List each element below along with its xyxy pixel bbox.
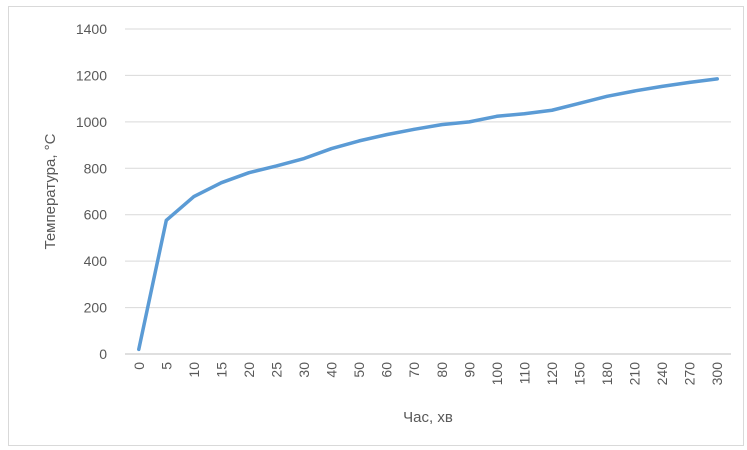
data-point <box>164 218 168 222</box>
x-tick-label: 40 <box>324 362 340 378</box>
data-point <box>385 133 389 137</box>
x-tick-label: 0 <box>131 362 147 370</box>
x-tick-label: 270 <box>682 362 698 386</box>
chart-area <box>8 6 744 446</box>
data-point <box>357 139 361 143</box>
y-tick-label: 400 <box>84 253 108 269</box>
y-tick-label: 0 <box>99 346 107 362</box>
series-layer <box>137 77 719 352</box>
data-point <box>247 171 251 175</box>
x-tick-label: 10 <box>186 362 202 378</box>
x-tick-label: 150 <box>572 362 588 386</box>
y-tick-label: 1400 <box>76 21 107 37</box>
data-point <box>605 94 609 98</box>
y-tick-label: 800 <box>84 160 108 176</box>
x-tick-label: 25 <box>269 362 285 378</box>
data-point <box>660 84 664 88</box>
data-point <box>495 114 499 118</box>
x-tick-label: 5 <box>158 362 174 370</box>
x-tick-label: 30 <box>296 362 312 378</box>
data-point <box>522 112 526 116</box>
x-tick-label: 20 <box>241 362 257 378</box>
x-tick-label: 110 <box>516 362 532 385</box>
y-axis-title: Температура, °С <box>42 133 59 249</box>
x-tick-label: 60 <box>379 362 395 378</box>
y-tick-label: 1200 <box>76 67 107 83</box>
gridlines <box>125 28 731 355</box>
series-line <box>137 77 719 352</box>
data-point <box>302 157 306 161</box>
y-tick-label: 600 <box>84 207 108 223</box>
data-point <box>440 123 444 127</box>
data-point <box>578 101 581 105</box>
y-tick-label: 200 <box>84 300 108 316</box>
y-tick-label: 1000 <box>76 114 107 130</box>
data-point <box>275 164 278 168</box>
data-point <box>550 108 554 112</box>
data-point <box>412 127 416 131</box>
x-tick-label: 100 <box>489 362 505 386</box>
x-tick-label: 120 <box>544 362 560 386</box>
x-tick-label: 210 <box>627 362 643 386</box>
data-point <box>219 181 223 185</box>
x-axis-title: Час, хв <box>403 409 453 426</box>
x-tick-labels: 0 5 10 15 20 25 30 40 50 60 70 80 90 100 110 120 150 180 2… <box>131 362 725 386</box>
x-tick-label: 50 <box>351 362 367 378</box>
y-tick-labels: 0 200 400 600 800 1000 1200 1400 <box>76 21 107 362</box>
x-tick-label: 90 <box>461 362 477 378</box>
data-point <box>137 347 141 351</box>
data-point <box>633 89 637 93</box>
x-tick-label: 15 <box>213 362 229 378</box>
x-tick-label: 300 <box>709 362 725 386</box>
x-tick-label: 240 <box>654 362 670 386</box>
data-point <box>192 195 196 199</box>
data-point <box>330 147 334 151</box>
x-tick-label: 180 <box>599 362 615 386</box>
x-tick-label: 80 <box>434 362 450 378</box>
x-tick-label: 70 <box>406 362 422 378</box>
data-point <box>715 77 719 81</box>
data-point <box>688 80 692 84</box>
data-point <box>467 120 471 124</box>
